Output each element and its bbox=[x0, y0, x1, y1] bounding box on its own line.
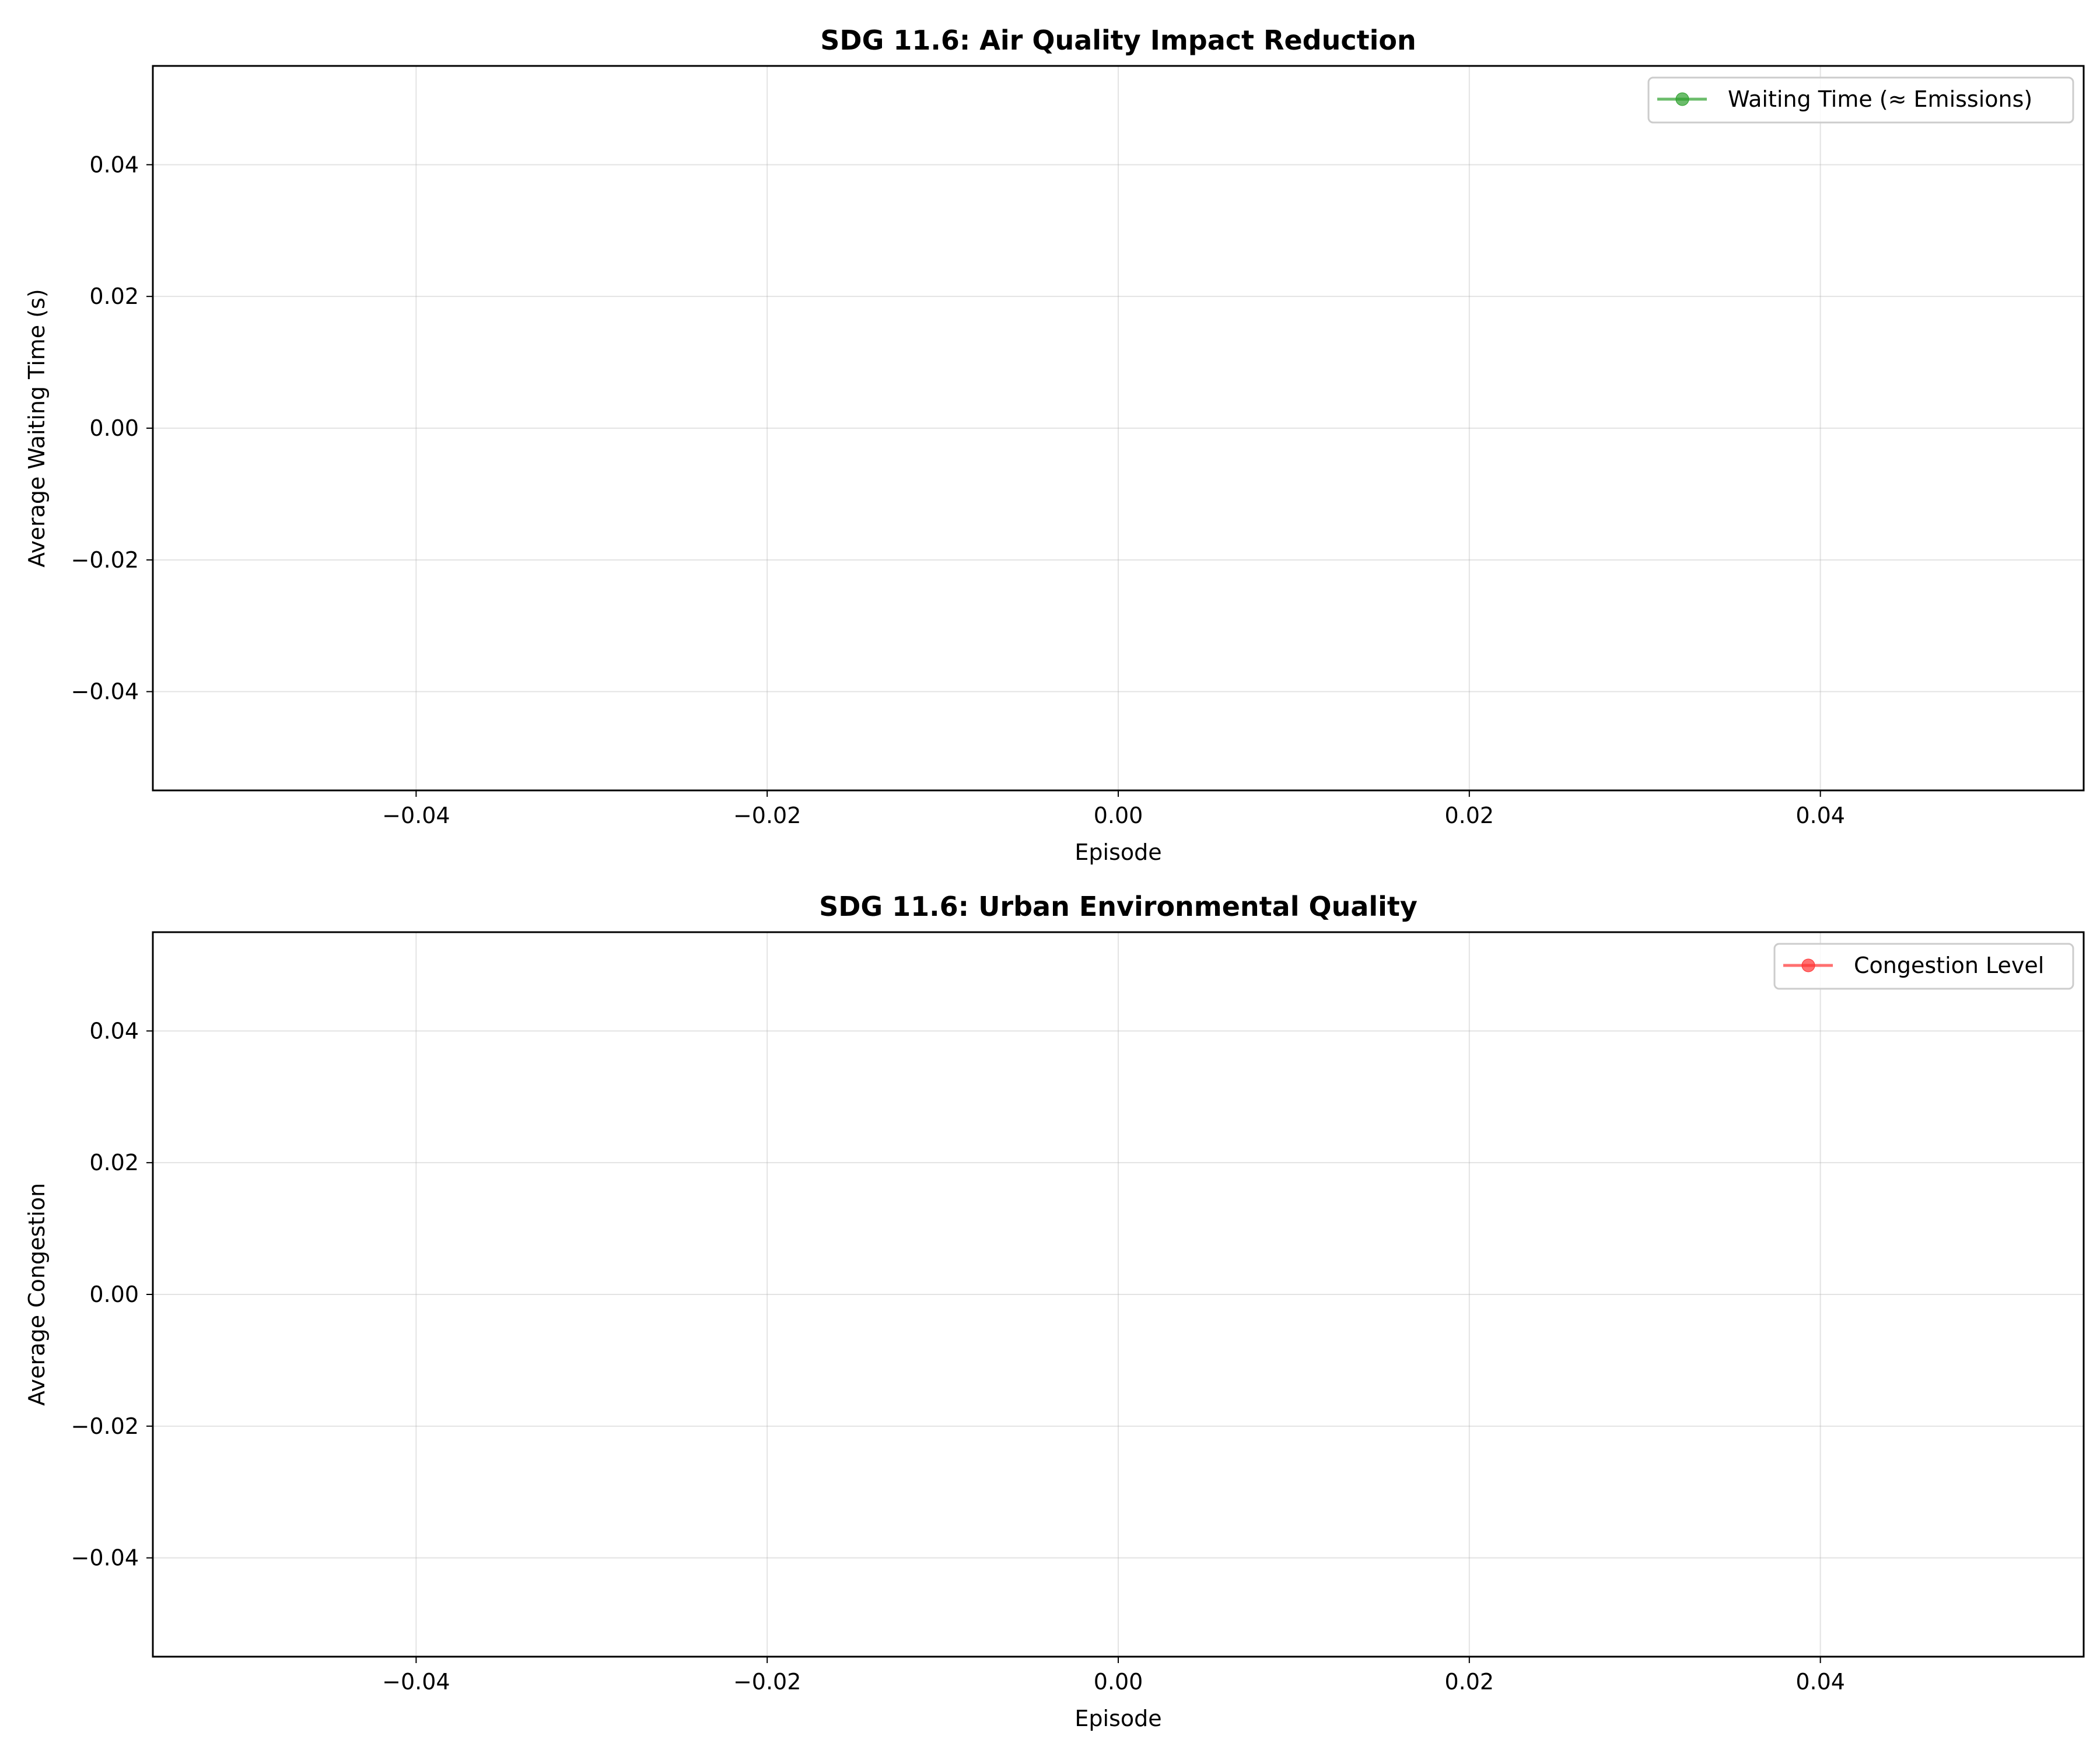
y-tick-label: −0.04 bbox=[71, 1545, 139, 1571]
x-tick-label: 0.00 bbox=[1094, 1669, 1143, 1695]
x-axis-ticks: −0.04 −0.02 0.00 0.02 0.04 bbox=[382, 790, 1845, 828]
x-tick-label: −0.04 bbox=[382, 1669, 450, 1695]
y-tick-label: −0.02 bbox=[71, 547, 139, 573]
x-tick-label: −0.02 bbox=[733, 803, 801, 828]
legend-box bbox=[1647, 76, 2074, 124]
legend-box bbox=[1773, 943, 2074, 990]
x-tick-label: 0.00 bbox=[1094, 803, 1143, 828]
legend-marker bbox=[1801, 958, 1815, 972]
legend-label: Waiting Time (≈ Emissions) bbox=[1728, 86, 2032, 112]
legend: Waiting Time (≈ Emissions) bbox=[1647, 76, 2074, 124]
environmental-quality-chart: SDG 11.6: Urban Environmental Quality −0… bbox=[24, 891, 2085, 1731]
x-axis-ticks: −0.04 −0.02 0.00 0.02 0.04 bbox=[382, 1657, 1845, 1695]
legend-marker bbox=[1675, 92, 1689, 106]
y-tick-label: 0.04 bbox=[89, 152, 139, 177]
x-tick-label: 0.02 bbox=[1445, 803, 1494, 828]
legend-label: Congestion Level bbox=[1854, 953, 2044, 978]
y-axis-ticks: −0.04 −0.02 0.00 0.02 0.04 bbox=[71, 1018, 153, 1571]
y-tick-label: 0.00 bbox=[89, 1282, 139, 1307]
y-tick-label: −0.04 bbox=[71, 679, 139, 705]
x-tick-label: −0.02 bbox=[733, 1669, 801, 1695]
legend: Congestion Level bbox=[1773, 943, 2074, 990]
y-axis-label: Average Congestion bbox=[24, 1183, 50, 1406]
x-tick-label: −0.04 bbox=[382, 803, 450, 828]
chart-title: SDG 11.6: Air Quality Impact Reduction bbox=[820, 24, 1416, 56]
x-tick-label: 0.04 bbox=[1796, 803, 1845, 828]
y-axis-ticks: −0.04 −0.02 0.00 0.02 0.04 bbox=[71, 152, 153, 705]
y-tick-label: −0.02 bbox=[71, 1413, 139, 1439]
x-axis-label: Episode bbox=[1074, 1706, 1161, 1731]
y-tick-label: 0.02 bbox=[89, 1150, 139, 1175]
y-tick-label: 0.00 bbox=[89, 415, 139, 441]
y-axis-label: Average Waiting Time (s) bbox=[24, 289, 50, 567]
x-tick-label: 0.02 bbox=[1445, 1669, 1494, 1695]
air-quality-chart: SDG 11.6: Air Quality Impact Reduction −… bbox=[24, 24, 2085, 865]
grid bbox=[153, 66, 2084, 790]
x-tick-label: 0.04 bbox=[1796, 1669, 1845, 1695]
y-tick-label: 0.02 bbox=[89, 284, 139, 309]
grid bbox=[153, 932, 2084, 1657]
chart-title: SDG 11.6: Urban Environmental Quality bbox=[819, 891, 1418, 922]
y-tick-label: 0.04 bbox=[89, 1018, 139, 1044]
x-axis-label: Episode bbox=[1074, 839, 1161, 865]
